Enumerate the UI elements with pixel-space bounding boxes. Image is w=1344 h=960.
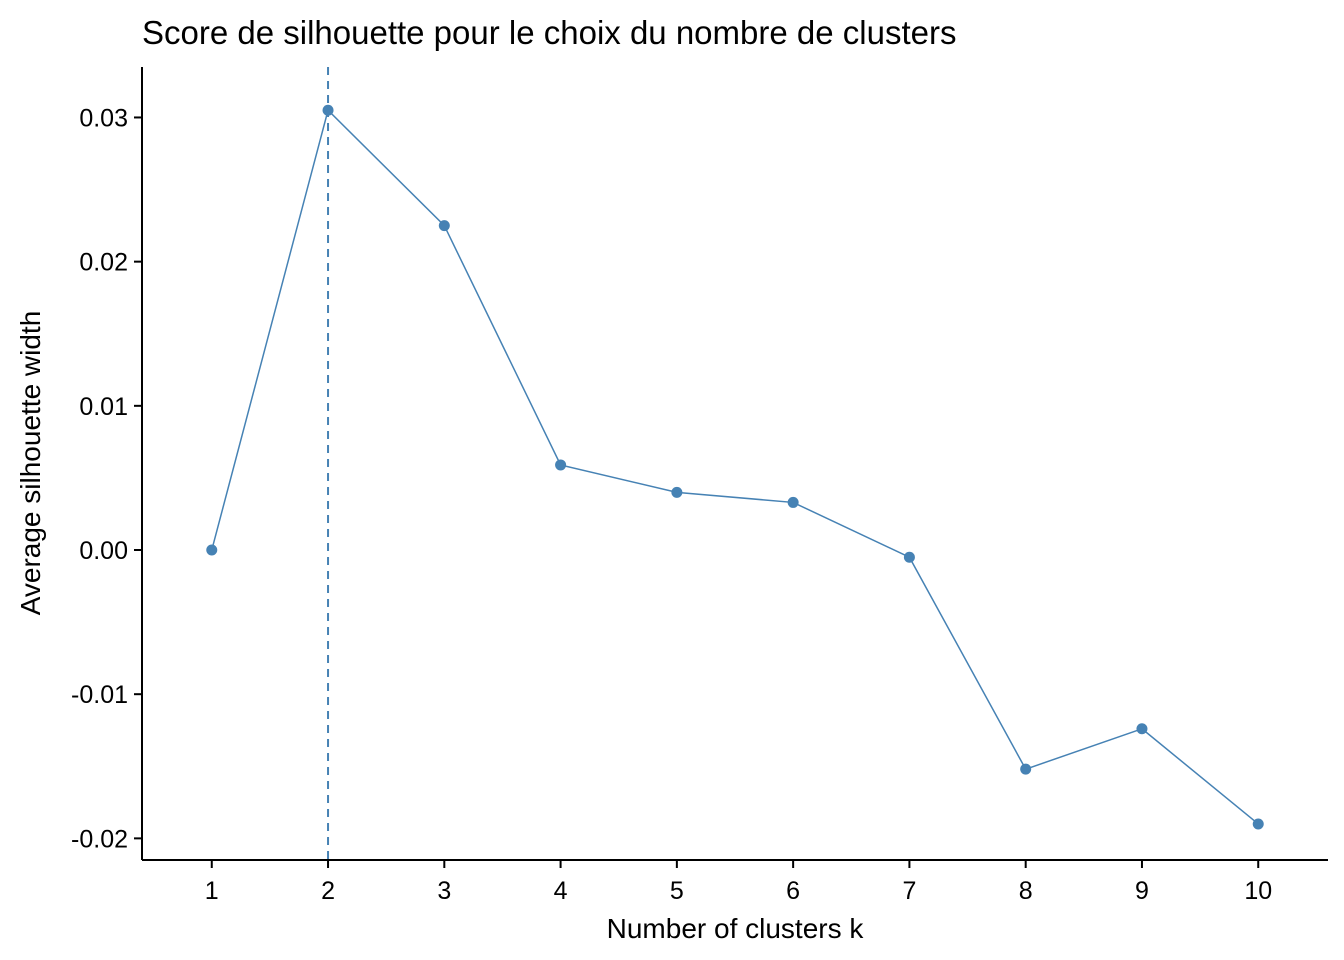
x-tick-label: 1 <box>205 877 219 905</box>
data-point <box>555 459 567 471</box>
x-tick-label: 2 <box>321 877 335 905</box>
data-point <box>438 220 450 232</box>
data-point <box>903 551 915 563</box>
x-tick-label: 7 <box>902 877 916 905</box>
data-point <box>322 104 334 116</box>
data-point <box>1020 763 1032 775</box>
y-axis-title: Average silhouette width <box>15 311 46 616</box>
x-tick-label: 8 <box>1019 877 1033 905</box>
plot-area <box>206 67 1264 860</box>
data-point <box>1136 723 1148 735</box>
series-line <box>211 108 1259 825</box>
y-axis-ticks: -0.02 -0.01 0.00 0.01 0.02 0.03 <box>71 104 142 853</box>
y-tick-label: -0.02 <box>71 825 128 853</box>
x-tick-label: 4 <box>554 877 568 905</box>
data-point <box>1252 818 1264 830</box>
x-tick-label: 10 <box>1244 877 1272 905</box>
y-tick-label: -0.01 <box>71 681 128 709</box>
y-tick-label: 0.00 <box>79 537 128 565</box>
x-axis-title: Number of clusters k <box>607 913 865 944</box>
y-tick-label: 0.03 <box>79 104 128 132</box>
x-tick-label: 6 <box>786 877 800 905</box>
data-point <box>671 486 683 498</box>
x-tick-label: 9 <box>1135 877 1149 905</box>
data-point <box>787 496 799 508</box>
y-tick-label: 0.01 <box>79 393 128 421</box>
y-tick-label: 0.02 <box>79 249 128 277</box>
x-tick-label: 5 <box>670 877 684 905</box>
x-axis-ticks: 1 2 3 4 5 6 7 8 9 10 <box>205 860 1272 905</box>
x-tick-label: 3 <box>437 877 451 905</box>
data-point <box>206 544 218 556</box>
chart-title: Score de silhouette pour le choix du nom… <box>142 14 956 51</box>
